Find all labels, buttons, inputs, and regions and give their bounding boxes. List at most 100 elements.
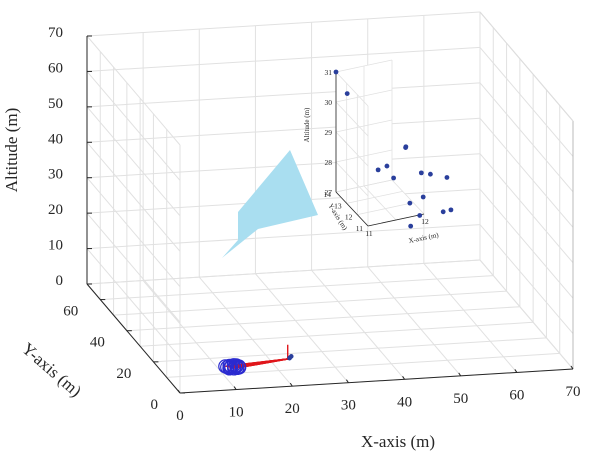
z-tick-label: 50 — [48, 96, 63, 112]
z-tick-label: 10 — [48, 238, 63, 254]
right-wall-gridline — [479, 47, 574, 157]
x-tick-mark — [233, 386, 237, 390]
box-edge — [479, 11, 574, 122]
right-wall-gridline — [479, 82, 574, 193]
floor-gridline — [367, 266, 462, 377]
left-wall-gridline — [86, 71, 181, 181]
z-tick-label: 20 — [48, 202, 63, 218]
inset-x-tick-label: 11 — [365, 229, 372, 238]
y-axis-line — [86, 283, 181, 394]
right-wall-gridline — [479, 117, 574, 228]
z-tick-label: 70 — [48, 25, 63, 41]
inset-gridline — [335, 179, 393, 193]
left-wall-gridline — [86, 35, 181, 146]
inset-y-tick-label: 13 — [334, 201, 342, 210]
z-tick-label: 40 — [48, 131, 63, 147]
zoom-callout — [222, 150, 318, 258]
inset-gridline — [335, 59, 393, 73]
right-wall-gridline — [479, 188, 574, 299]
inset-chart-data — [333, 69, 454, 229]
x-tick-mark — [514, 369, 518, 373]
back-wall-gridline — [86, 259, 481, 285]
trajectory-line — [238, 358, 290, 368]
inset-z-tick-label: 28 — [325, 158, 333, 167]
left-wall-gridline — [86, 248, 181, 358]
inset-z-tick-label: 27 — [325, 188, 333, 197]
z-tick-label: 0 — [56, 273, 64, 289]
x-tick-label: 70 — [566, 384, 581, 400]
floor-gridline — [126, 306, 520, 332]
z-tick-label: 30 — [48, 167, 63, 183]
inset-point-marker — [408, 223, 414, 229]
x-tick-label: 10 — [229, 405, 244, 421]
right-wall-gridline — [479, 259, 574, 370]
inset-point-marker — [403, 144, 409, 150]
x-axis-label: X-axis (m) — [361, 432, 435, 451]
left-wall-gridline — [86, 106, 181, 217]
target-point-marker — [287, 355, 293, 361]
inset-point-marker — [420, 194, 426, 200]
inset-gridline — [335, 161, 369, 197]
inset-gridline — [335, 149, 393, 163]
inset-gridline — [335, 131, 369, 167]
inset-point-marker — [333, 69, 339, 75]
floor-gridline — [423, 263, 518, 373]
y-tick-label: 0 — [151, 397, 159, 413]
floor-gridline — [100, 275, 494, 301]
right-wall-gridline — [479, 224, 574, 334]
x-tick-label: 60 — [509, 387, 524, 403]
start-point-marker — [230, 360, 245, 376]
left-wall-gridline — [86, 212, 181, 323]
x-tick-mark — [402, 376, 405, 380]
x-tick-mark — [289, 382, 293, 387]
inset-gridline — [357, 202, 414, 216]
x-tick-label: 40 — [397, 394, 412, 410]
inset-point-marker — [418, 170, 424, 176]
floor-gridline — [153, 337, 547, 363]
x-tick-label: 0 — [176, 408, 184, 424]
floor-gridline — [113, 290, 507, 316]
inset-y-tick-label: 14 — [324, 190, 332, 199]
right-wall-gridline — [479, 153, 574, 264]
x-tick-mark — [570, 365, 574, 370]
x-tick-mark — [346, 379, 349, 383]
inset-gridline — [335, 71, 369, 107]
x-axis-line — [179, 368, 574, 394]
y-tick-label: 20 — [116, 366, 131, 382]
start-point-marker — [231, 359, 247, 374]
inset-point-marker — [440, 209, 446, 215]
floor-gridline — [255, 273, 349, 384]
z-axis-label: Altitude (m) — [2, 108, 21, 193]
inset-gridline — [335, 89, 393, 103]
x-tick-label: 30 — [341, 398, 356, 414]
y-tick-label: 40 — [90, 335, 105, 351]
inset-chart-grid — [335, 59, 425, 227]
y-tick-label: 60 — [63, 304, 78, 320]
floor-gridline — [140, 321, 534, 347]
inset-gridline — [335, 101, 369, 137]
back-wall-gridline — [86, 11, 481, 37]
back-wall-gridline — [86, 117, 481, 143]
start-point-marker — [224, 359, 239, 375]
x-tick-label: 50 — [453, 391, 468, 407]
inset-y-tick-label: 11 — [356, 224, 363, 233]
inset-z-tick-label: 30 — [325, 98, 333, 107]
back-wall-gridline — [86, 46, 481, 72]
inset-gridline — [335, 119, 393, 133]
floor-gridline — [198, 276, 293, 387]
start-point-marker — [218, 359, 233, 374]
z-tick-label: 60 — [48, 60, 63, 76]
back-wall-gridline — [86, 82, 481, 108]
inset-z-axis-label: Altitude (m) — [303, 107, 311, 142]
inset-gridline — [391, 179, 425, 215]
inset-x-axis-line — [367, 213, 425, 227]
inset-point-marker — [428, 171, 433, 177]
main-chart-data — [218, 344, 294, 376]
inset-y-tick-label: 12 — [345, 213, 353, 222]
inset-gridline — [363, 185, 397, 221]
inset-y-axis-line — [335, 191, 369, 227]
x-tick-label: 20 — [285, 401, 300, 417]
floor-gridline — [311, 269, 405, 380]
